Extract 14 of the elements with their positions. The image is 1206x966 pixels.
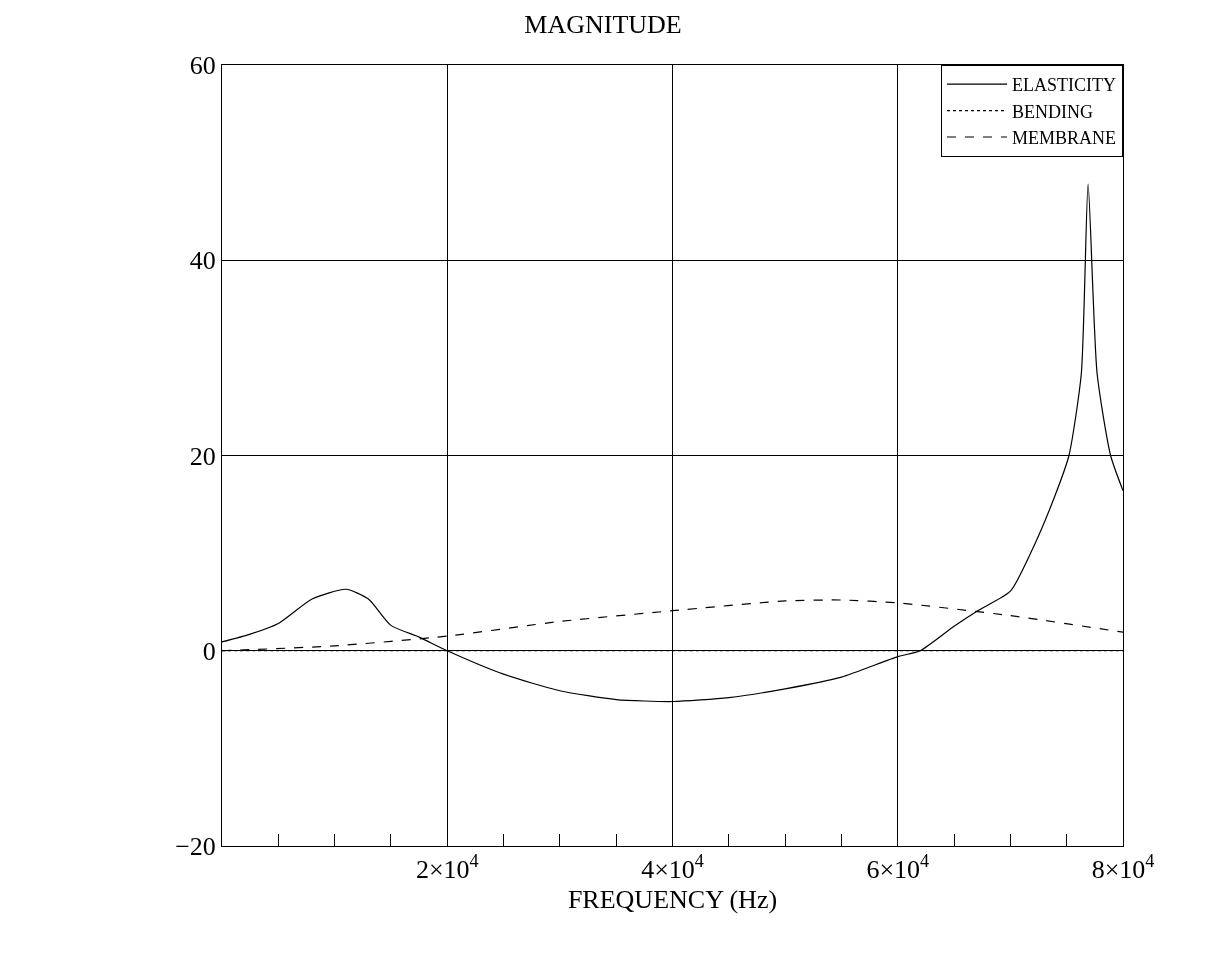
chart-title: MAGNITUDE: [524, 9, 682, 39]
y-tick-label: 60: [189, 51, 216, 81]
x-tick-label: 2×10$^{4}$: [415, 851, 479, 885]
x-tick-label: 8×10$^{4}$: [1091, 851, 1155, 885]
legend-label: ELASTICITY: [1012, 75, 1116, 96]
y-tick-label: 0: [202, 636, 216, 666]
y-tick-label: 40: [189, 246, 216, 276]
x-tick-label: 6×10$^{4}$: [866, 851, 930, 885]
x-tick-label: 4×10$^{4}$: [641, 851, 704, 885]
legend-label: BENDING: [1012, 101, 1093, 122]
y-tick-label: 20: [189, 441, 216, 471]
y-tick-label: −20: [175, 832, 216, 862]
legend-label: MEMBRANE: [1012, 128, 1117, 149]
x-axis-title: FREQUENCY (Hz): [567, 884, 778, 914]
